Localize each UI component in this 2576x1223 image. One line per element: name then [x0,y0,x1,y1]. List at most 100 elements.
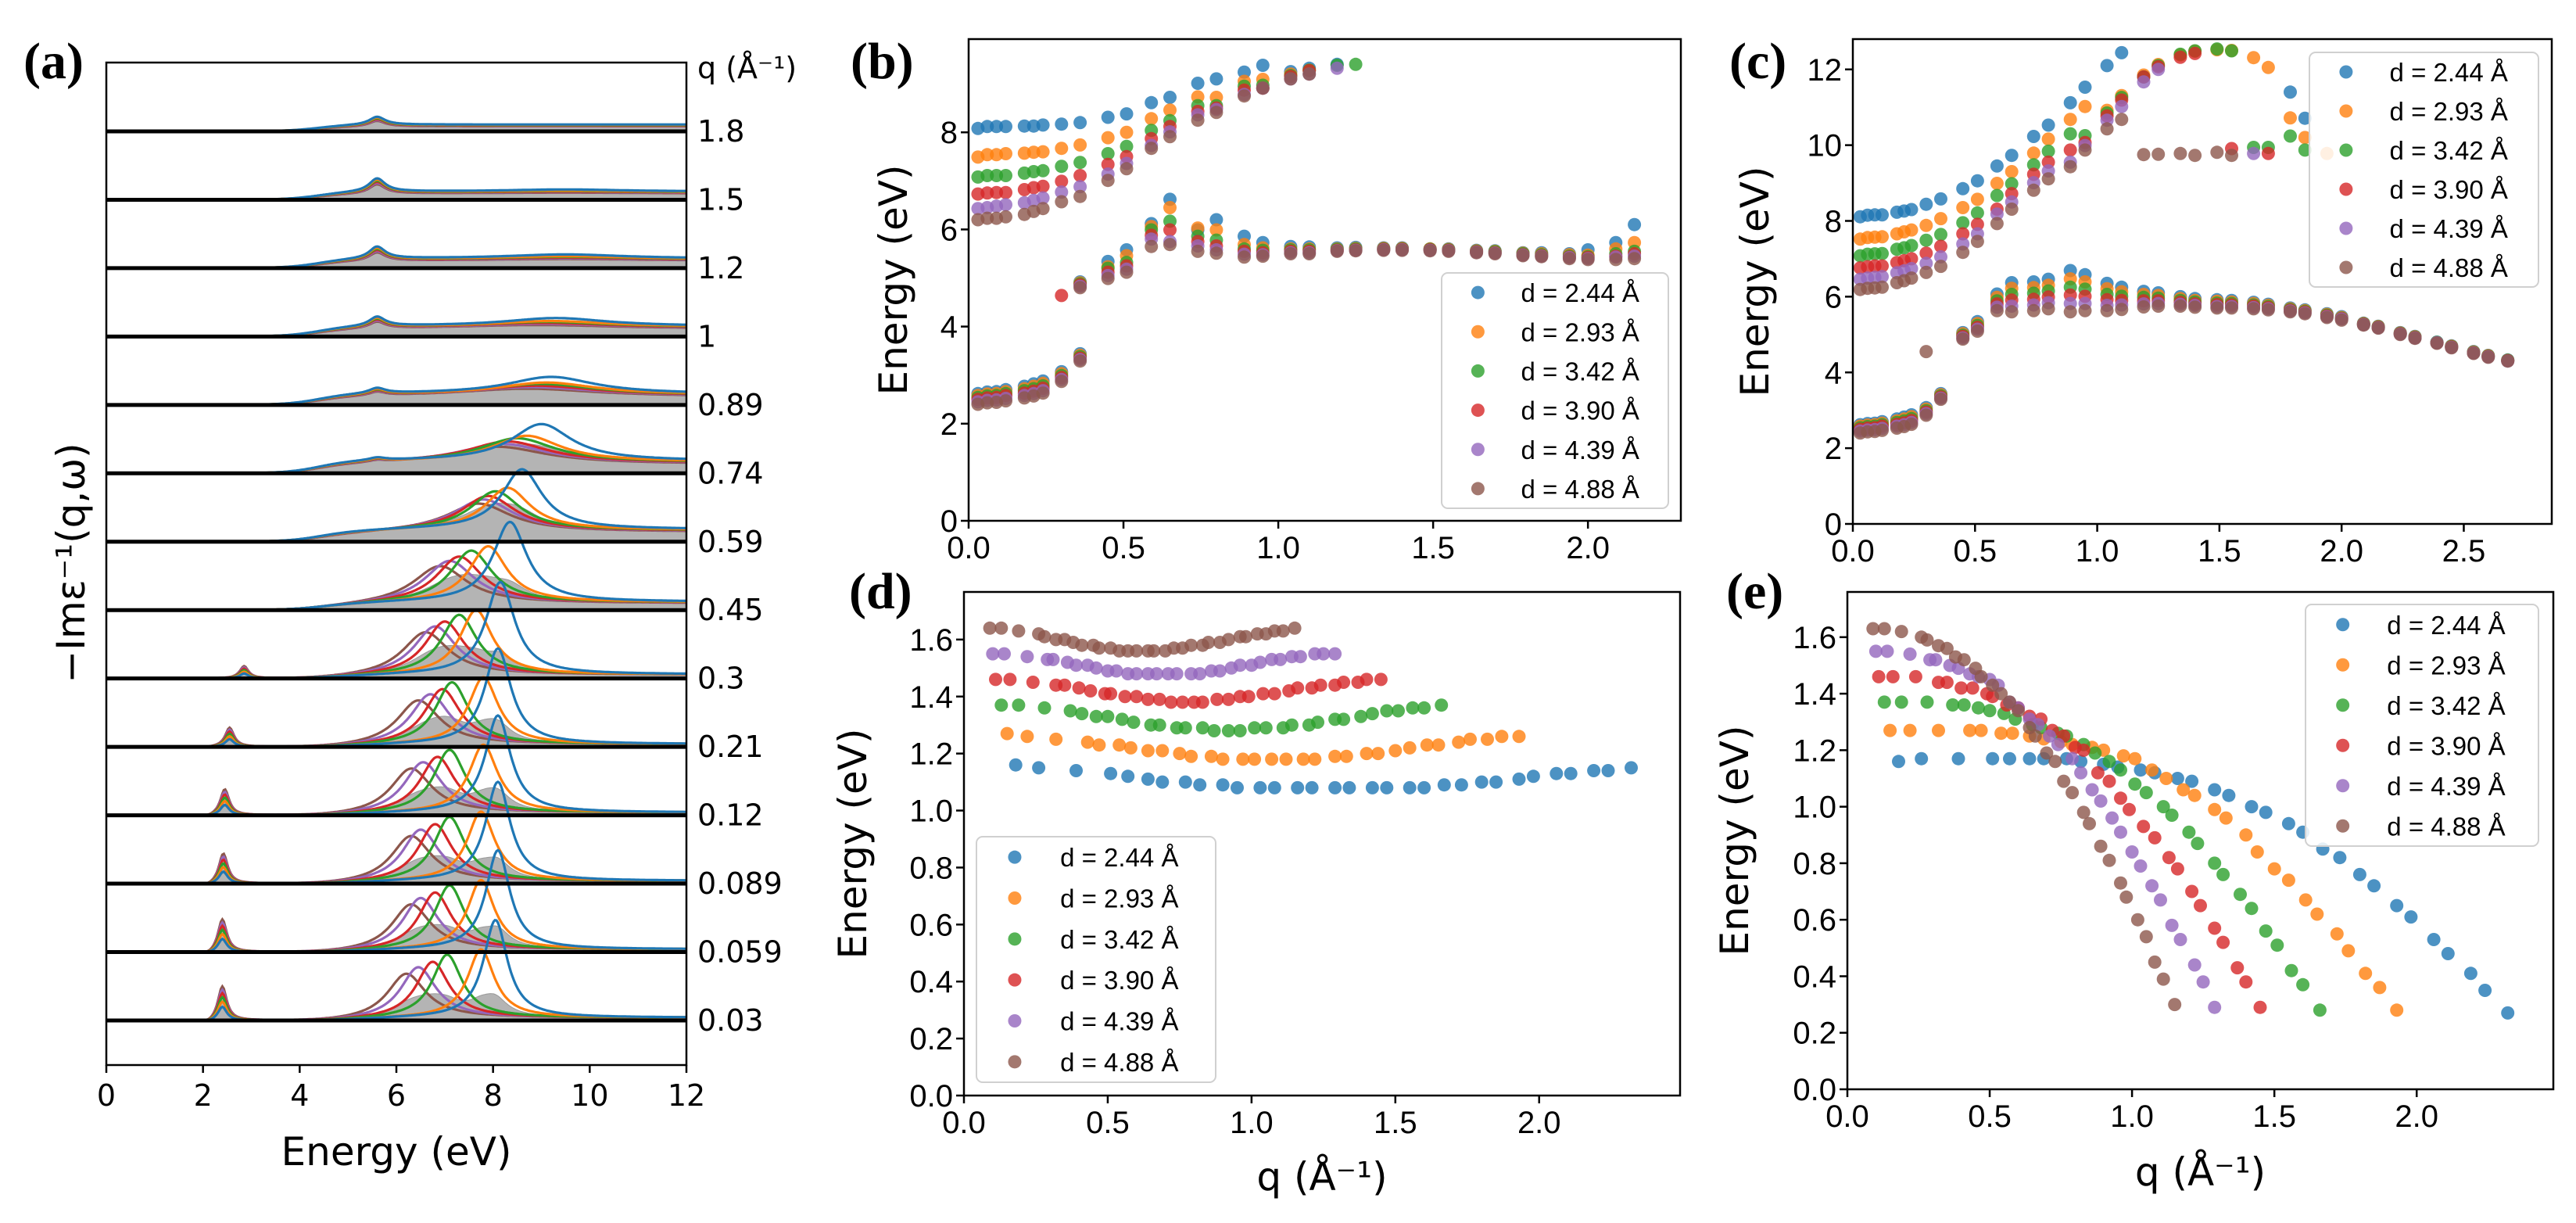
data-point [2128,751,2142,766]
data-point [1934,228,1947,242]
data-point [1380,780,1394,794]
y-tick-label: 12 [1807,53,1843,88]
data-point [2005,203,2019,216]
data-point [1919,197,1933,211]
legend-label: d = 3.42 Å [2390,136,2508,165]
legend-marker [1008,932,1022,946]
data-point [1121,769,1135,784]
data-point [1360,672,1374,687]
data-point [1328,749,1342,763]
data-point [1313,678,1327,692]
data-point [2085,783,2099,797]
data-point [998,647,1011,661]
data-point [2076,743,2091,757]
data-point [1000,726,1014,741]
legend-marker [2339,182,2353,196]
data-point [2102,853,2116,867]
spectrum-row-q-0.74 [106,422,686,475]
data-point [1337,676,1351,689]
data-point [1956,216,1970,230]
legend: d = 2.44 Å d = 2.93 Å d = 3.42 Å d = 3.90 Å… [2305,604,2539,847]
legend-marker [1008,1055,1022,1069]
data-point [1920,633,1934,647]
data-point [1526,769,1540,784]
data-point [2076,805,2091,820]
data-point [1069,658,1083,672]
data-point [2196,975,2210,989]
data-point [1036,118,1050,132]
data-point [2116,749,2130,763]
panel-label: (b) [851,33,914,90]
data-point [2284,85,2297,99]
legend: d = 2.44 Å d = 2.93 Å d = 3.42 Å d = 3.90 Å… [2309,52,2539,288]
data-point [2259,805,2273,820]
legend-entry: d = 4.88 Å [1471,475,1639,504]
data-point [2185,884,2199,898]
data-point [1495,730,1509,744]
legend-label: d = 4.39 Å [1521,436,1639,464]
data-point [1253,780,1267,794]
panel-d: 0.0 0.5 1.0 1.5 2.0 0.0 0.2 0.4 0.6 0.8 1.0 1.2 1.4 1… [830,563,1682,1200]
data-point [2154,893,2167,907]
data-point [1990,159,2004,173]
data-point [2261,303,2275,317]
data-point [1120,162,1134,176]
data-point [1876,230,1889,244]
legend-label: d = 4.39 Å [2390,214,2508,243]
data-point [1904,262,1919,275]
data-point [1176,695,1190,709]
data-point [2298,307,2312,321]
panel-label: (c) [1729,33,1786,90]
data-point [1101,174,1115,188]
data-point [1920,695,1934,709]
data-point [1195,721,1209,735]
data-point [2247,51,2261,65]
data-point [1092,641,1106,655]
spectrum-row-q-0.059 [106,848,686,954]
data-point [2270,938,2284,952]
data-point [1866,622,1880,636]
data-point [2114,825,2127,839]
data-point [2298,143,2312,157]
data-point [2151,147,2166,161]
data-point [1308,752,1322,766]
data-point [1049,732,1063,746]
data-point [1037,701,1052,715]
data-point [1055,195,1069,209]
x-tick-label: 0.0 [947,531,991,565]
data-point [1115,712,1129,726]
data-point [2005,726,2019,741]
data-point [1207,724,1221,737]
legend-entry: d = 4.88 Å [1008,1048,1178,1077]
x-tick-label: 1.5 [2198,534,2241,568]
data-point [2261,60,2275,74]
data-point [1101,271,1115,285]
data-point [2159,772,2173,785]
legend-box [976,836,1216,1083]
data-point [1464,732,1477,746]
legend-label: d = 4.88 Å [1521,475,1639,504]
data-point [1055,375,1069,389]
data-point [2115,45,2129,59]
legend-marker [2336,819,2350,833]
data-point [1036,202,1050,216]
data-point [1919,345,1933,359]
data-point [1163,238,1177,252]
panel-c: 0.0 0.5 1.0 1.5 2.0 2.5 0 2 4 6 8 10 12 Energy (eV) (c… [1729,33,2553,568]
data-point [1994,687,2008,701]
data-point [1581,253,1595,267]
data-point [1127,716,1141,730]
data-point [1012,698,1026,712]
data-point [2393,328,2407,342]
data-point [1155,775,1170,789]
data-point [1055,174,1069,188]
x-tick-label: 2.0 [2395,1099,2438,1134]
data-point [2481,350,2495,364]
series-6 [971,67,1642,411]
data-point [1145,112,1159,126]
data-point [2208,802,2222,816]
data-point [2026,130,2040,143]
data-point [2284,305,2297,319]
data-point [1291,681,1305,695]
data-point [2057,774,2071,788]
